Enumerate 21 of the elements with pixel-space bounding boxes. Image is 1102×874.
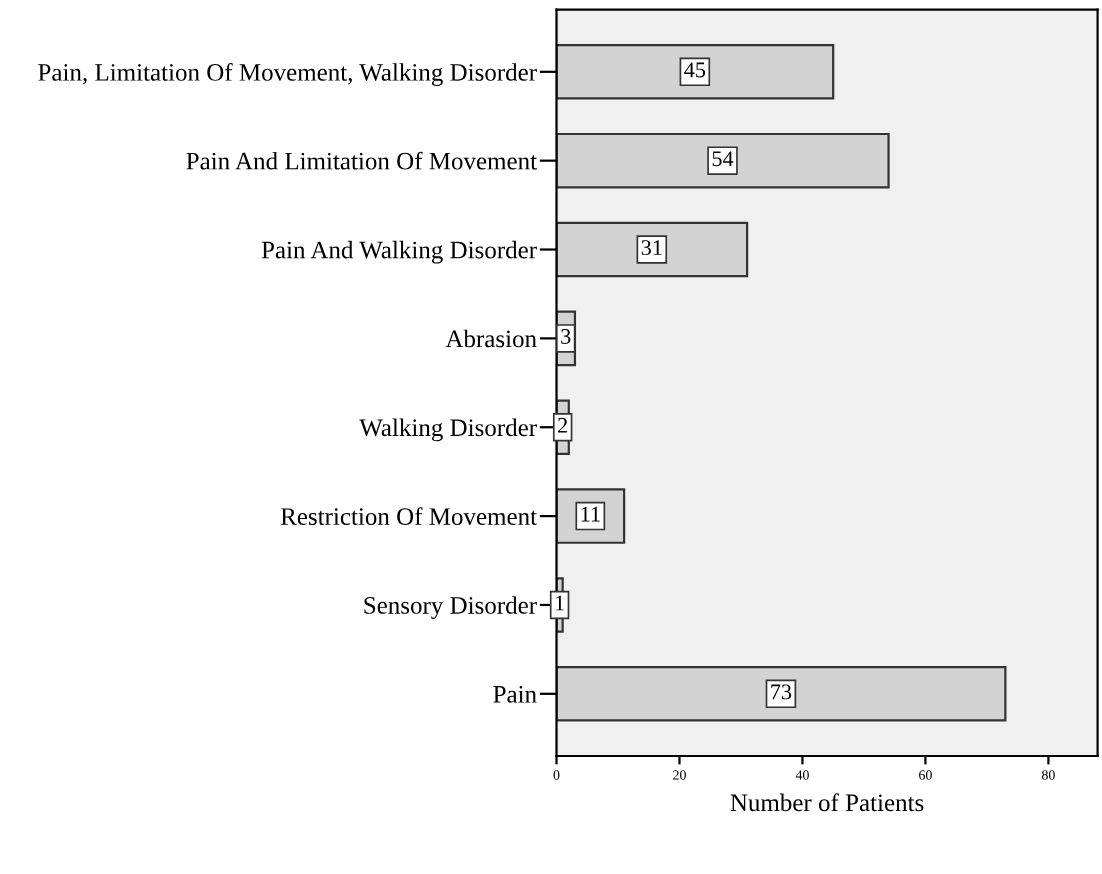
bar (556, 44, 835, 100)
y-tick-label: Pain And Walking Disorder (261, 240, 537, 264)
y-tick-label: Pain (493, 685, 537, 703)
y-tick-label: Abrasion (445, 329, 537, 348)
y-tick-label: Pain And Limitation Of Movement (186, 151, 537, 170)
bar (556, 221, 749, 278)
data-label: 73 (771, 684, 792, 700)
y-tick-label: Restriction Of Movement (280, 507, 537, 526)
data-label: 3 (561, 329, 571, 344)
data-label: 2 (558, 417, 567, 433)
bar (556, 666, 1007, 722)
data-label: 11 (581, 506, 600, 522)
data-label: 45 (684, 62, 706, 78)
y-tick-label: Pain, Limitation Of Movement, Walking Disorder (38, 63, 537, 87)
data-label: 1 (555, 595, 564, 611)
data-label: 54 (712, 151, 734, 167)
data-label: 31 (641, 240, 662, 256)
bar (556, 132, 890, 189)
y-tick-label: Sensory Disorder (364, 596, 537, 620)
y-tick-label: Walking Disorder (359, 418, 537, 442)
x-axis-title: Number of Patients (730, 793, 924, 812)
